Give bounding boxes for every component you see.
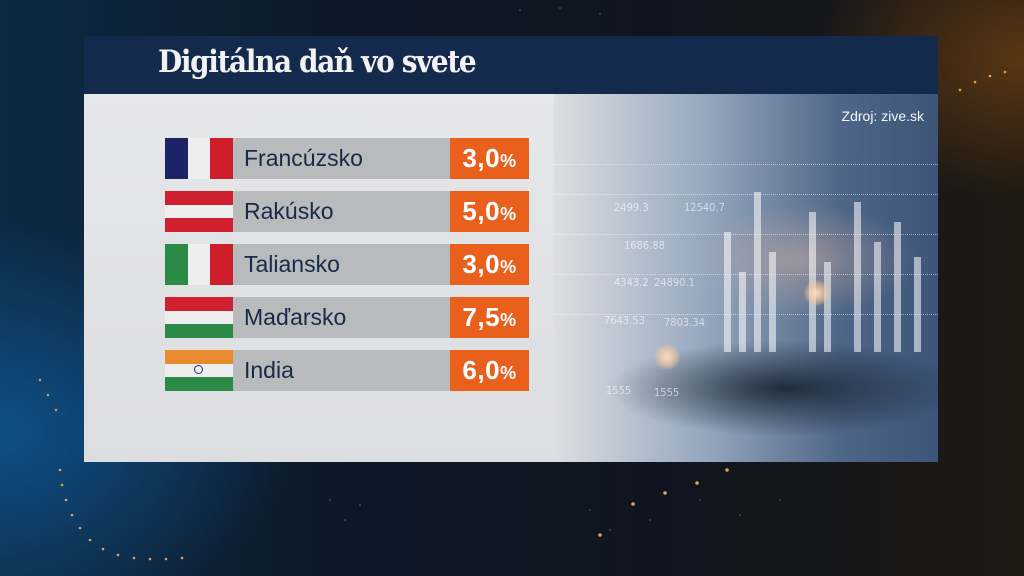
- india-flag-icon: [165, 350, 233, 391]
- table-row: India 6,0%: [165, 350, 529, 391]
- country-label-bar: Rakúsko: [233, 191, 450, 232]
- country-name: Taliansko: [244, 251, 340, 277]
- country-name: Maďarsko: [244, 304, 347, 330]
- country-name: Rakúsko: [244, 198, 334, 224]
- panel-body: 2499.3 12540.7 1686.88 4343.2 24890.1 76…: [84, 94, 938, 462]
- ashoka-chakra-icon: [194, 365, 203, 374]
- country-name: Francúzsko: [244, 145, 363, 171]
- page-title: Digitálna daň vo svete: [158, 44, 477, 80]
- tax-rate-badge: 7,5%: [450, 297, 529, 338]
- country-label-bar: India: [233, 350, 450, 391]
- table-row: Francúzsko 3,0%: [165, 138, 529, 179]
- infographic-panel: Digitálna daň vo svete 2499.3 12540.7 16…: [84, 36, 938, 462]
- tax-rate-badge: 3,0%: [450, 138, 529, 179]
- italy-flag-icon: [165, 244, 233, 285]
- country-name: India: [244, 357, 294, 383]
- austria-flag-icon: [165, 191, 233, 232]
- table-row: Maďarsko 7,5%: [165, 297, 529, 338]
- finance-background-photo: 2499.3 12540.7 1686.88 4343.2 24890.1 76…: [554, 94, 938, 462]
- table-row: Taliansko 3,0%: [165, 244, 529, 285]
- tax-rate-badge: 3,0%: [450, 244, 529, 285]
- country-label-bar: Francúzsko: [233, 138, 450, 179]
- source-label: Zdroj: zive.sk: [841, 108, 924, 124]
- hungary-flag-icon: [165, 297, 233, 338]
- france-flag-icon: [165, 138, 233, 179]
- country-label-bar: Maďarsko: [233, 297, 450, 338]
- tax-rate-badge: 6,0%: [450, 350, 529, 391]
- table-row: Rakúsko 5,0%: [165, 191, 529, 232]
- country-label-bar: Taliansko: [233, 244, 450, 285]
- tax-rate-badge: 5,0%: [450, 191, 529, 232]
- header-bar: Digitálna daň vo svete: [84, 36, 938, 94]
